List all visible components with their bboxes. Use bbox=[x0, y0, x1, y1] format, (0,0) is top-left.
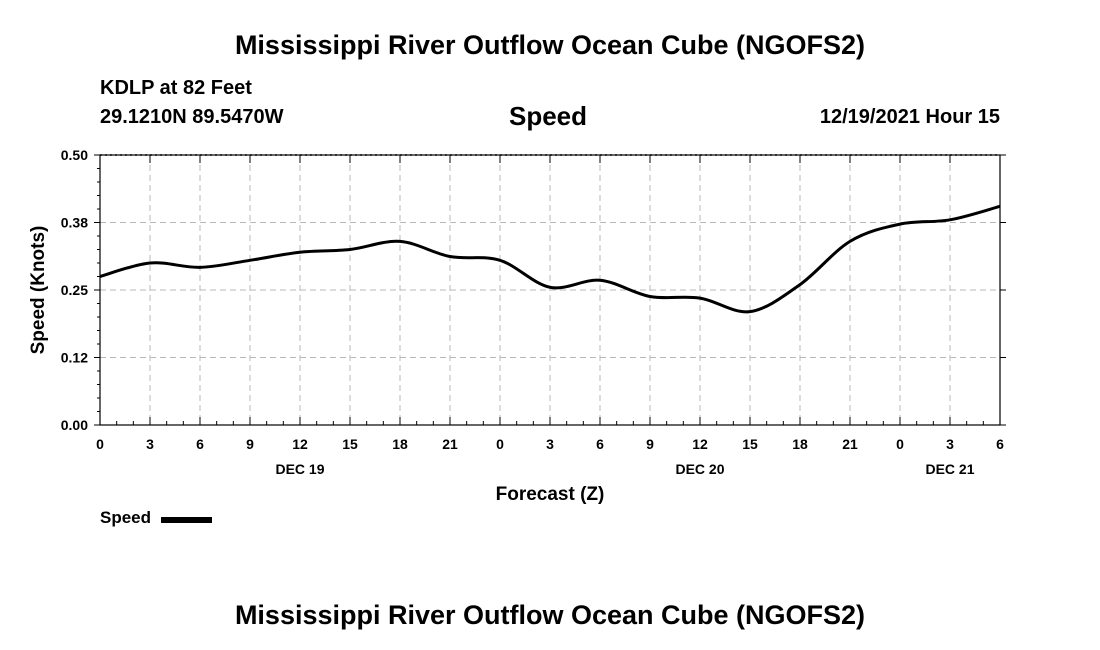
chart-subtitle: Speed bbox=[509, 101, 588, 131]
x-date-label: DEC 20 bbox=[675, 461, 724, 477]
x-tick-label: 9 bbox=[246, 436, 254, 452]
x-tick-label: 3 bbox=[946, 436, 954, 452]
x-tick-label: 3 bbox=[546, 436, 554, 452]
y-tick-label: 0.12 bbox=[61, 350, 88, 366]
legend-label: Speed bbox=[100, 508, 152, 527]
footer-title: Mississippi River Outflow Ocean Cube (NG… bbox=[234, 600, 866, 630]
x-tick-label: 6 bbox=[596, 436, 604, 452]
y-tick-label: 0.25 bbox=[61, 282, 88, 298]
x-tick-label: 12 bbox=[692, 436, 708, 452]
x-tick-label: 21 bbox=[842, 436, 858, 452]
x-tick-label: 3 bbox=[146, 436, 154, 452]
y-axis-title: Speed (Knots) bbox=[28, 226, 49, 355]
x-date-label: DEC 21 bbox=[925, 461, 974, 477]
x-date-label: DEC 19 bbox=[275, 461, 324, 477]
x-tick-label: 21 bbox=[442, 436, 458, 452]
x-tick-label: 6 bbox=[996, 436, 1004, 452]
datetime-label: 12/19/2021 Hour 15 bbox=[819, 106, 1000, 128]
x-tick-label: 9 bbox=[646, 436, 654, 452]
y-tick-label: 0.00 bbox=[61, 417, 88, 433]
chart-title: Mississippi River Outflow Ocean Cube (NG… bbox=[234, 30, 866, 60]
x-tick-label: 0 bbox=[896, 436, 904, 452]
x-axis-title: Forecast (Z) bbox=[496, 484, 605, 505]
x-tick-label: 12 bbox=[292, 436, 308, 452]
legend-swatch bbox=[161, 517, 212, 523]
x-tick-label: 18 bbox=[392, 436, 408, 452]
x-tick-label: 18 bbox=[792, 436, 808, 452]
coordinates-label: 29.1210N 89.5470W bbox=[100, 106, 284, 128]
x-tick-label: 15 bbox=[342, 436, 358, 452]
station-label: KDLP at 82 Feet bbox=[100, 77, 252, 99]
x-tick-label: 0 bbox=[96, 436, 104, 452]
x-tick-label: 0 bbox=[496, 436, 504, 452]
x-tick-label: 15 bbox=[742, 436, 758, 452]
y-tick-label: 0.38 bbox=[61, 215, 88, 231]
y-tick-label: 0.50 bbox=[61, 147, 88, 163]
x-tick-label: 6 bbox=[196, 436, 204, 452]
